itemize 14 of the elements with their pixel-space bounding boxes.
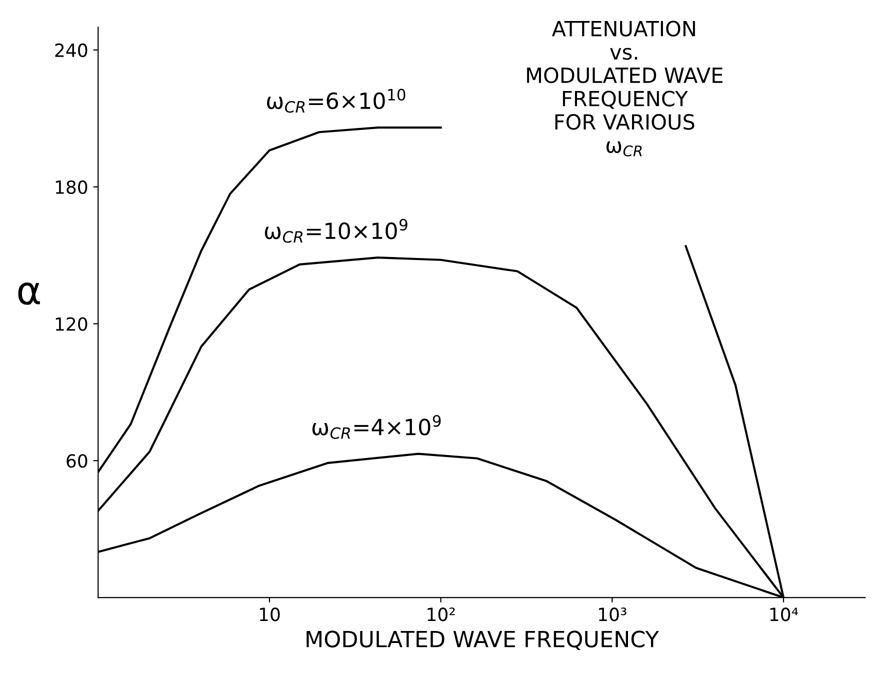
y-tick-label: 120 xyxy=(56,317,88,331)
series-label: ω$_{CR}$=6×10$^{10}$ xyxy=(267,88,406,113)
y-tick-label: 60 xyxy=(66,454,88,468)
x-tick-label: 10⁴ xyxy=(770,608,798,622)
x-tick-label: 10³ xyxy=(599,608,626,622)
y-tick-label: 180 xyxy=(56,180,88,194)
series-label: ω$_{CR}$=10×10$^{9}$ xyxy=(264,218,408,243)
text: ATTENUATION vs. MODULATED WAVE FREQUENCY FOR VARIOUS ω$_{CR}$ xyxy=(527,20,722,156)
x-axis-title: MODULATED WAVE FREQUENCY xyxy=(306,630,659,650)
x-tick-label: 10² xyxy=(428,608,455,622)
y-axis-title: α xyxy=(18,282,40,305)
y-tick-label: 240 xyxy=(55,43,88,58)
series-label: ω$_{CR}$=4×10$^{9}$ xyxy=(312,415,441,439)
x-tick-label: 10 xyxy=(260,608,280,622)
